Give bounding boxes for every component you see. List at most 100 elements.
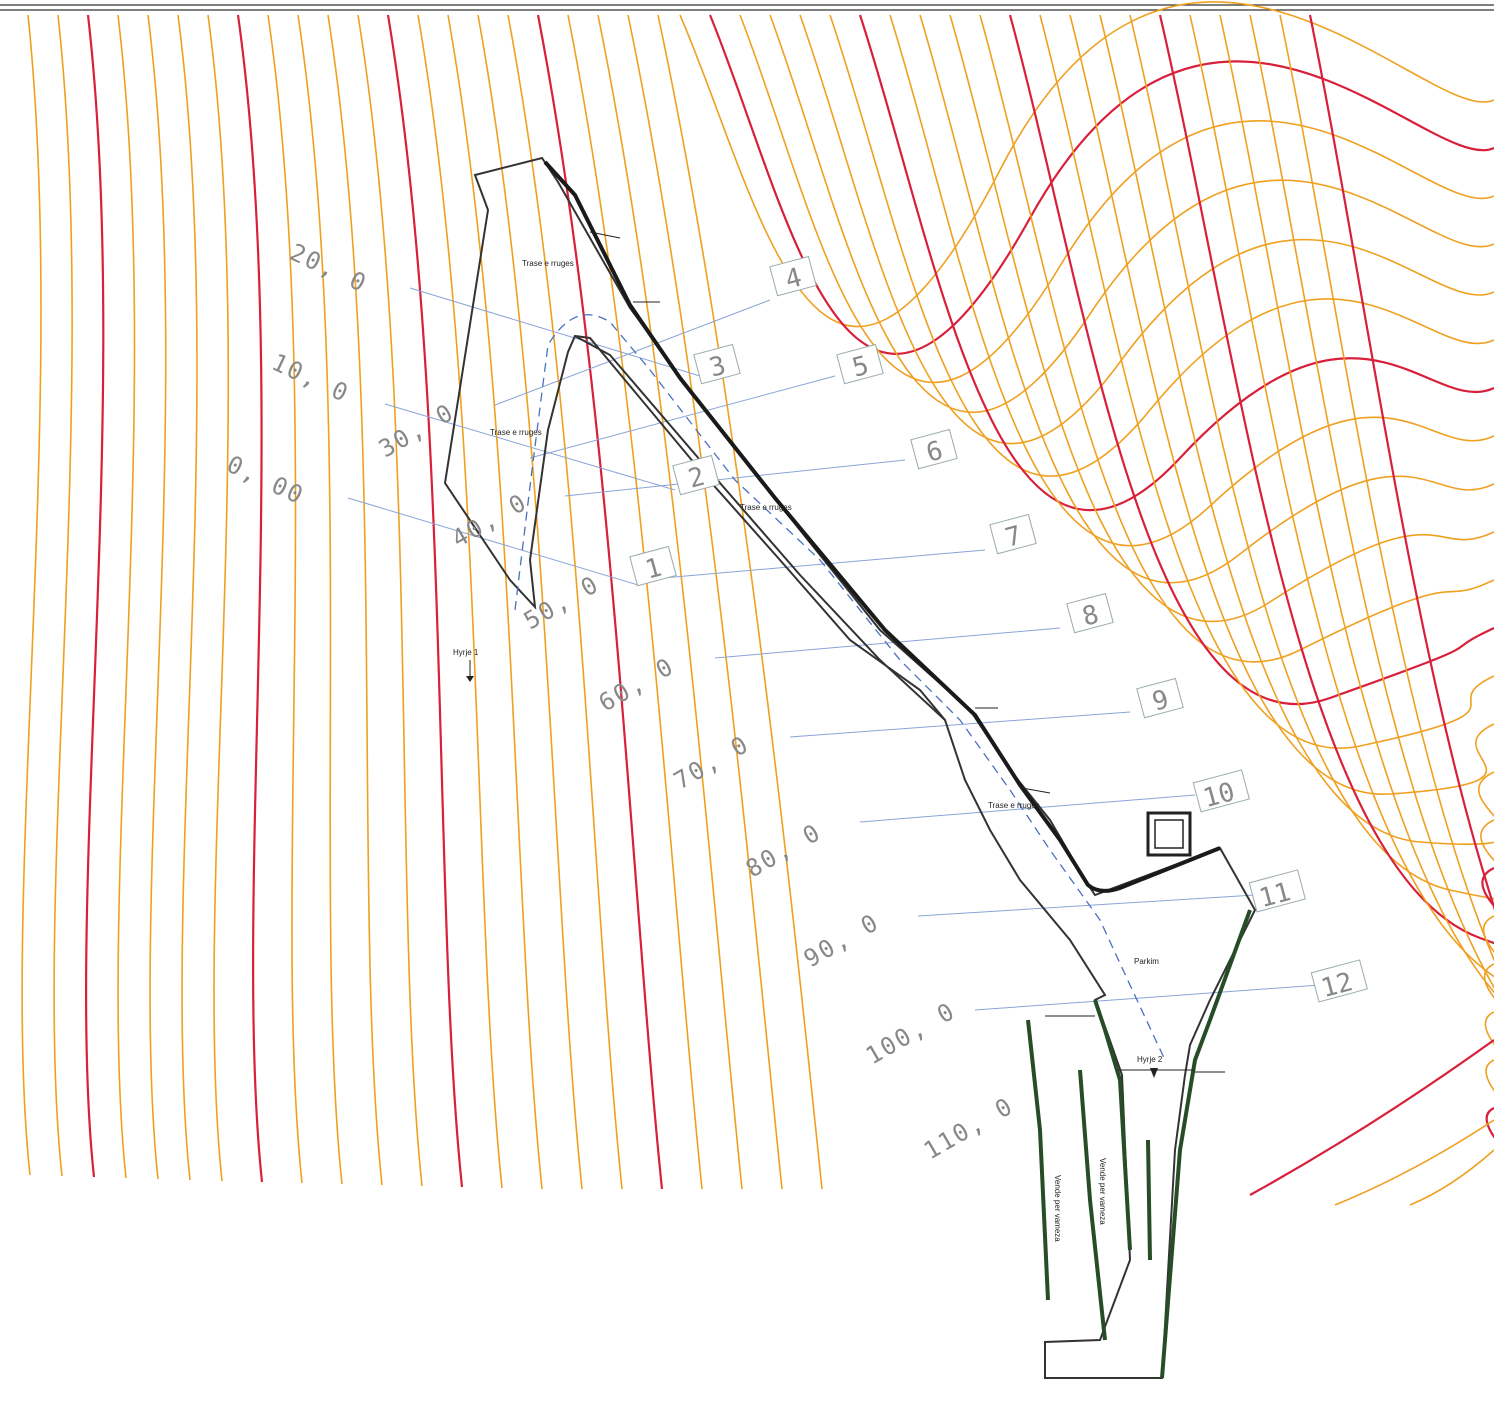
road-inner-edge bbox=[574, 335, 946, 721]
section-line-10 bbox=[859, 794, 1196, 823]
contour-line bbox=[117, 14, 136, 1179]
retaining-wall-upper bbox=[543, 160, 1221, 893]
distance-label: 30, 0 bbox=[374, 398, 459, 463]
contour-line bbox=[357, 14, 423, 1187]
contour-line bbox=[979, 14, 1494, 663]
contour-line bbox=[708, 14, 1494, 355]
section-number: 8 bbox=[1079, 600, 1102, 633]
label-trase-rruges: Trase e rruges bbox=[490, 428, 542, 437]
entrance-2-marker bbox=[1118, 1068, 1195, 1078]
section-line-4 bbox=[494, 299, 771, 406]
section-number: 4 bbox=[782, 263, 805, 296]
contour-line bbox=[1219, 14, 1494, 999]
contour-line bbox=[1008, 14, 1494, 706]
contour-line bbox=[327, 14, 383, 1186]
section-number: 3 bbox=[706, 351, 729, 384]
green-walls bbox=[1026, 909, 1252, 1379]
label-trase-rruges: Trase e rruges bbox=[740, 503, 792, 512]
contour-line bbox=[1334, 1119, 1494, 1206]
contour-line bbox=[507, 14, 623, 1190]
contour-line bbox=[627, 14, 783, 1190]
contour-line bbox=[739, 14, 1494, 384]
contour-line bbox=[949, 14, 1494, 623]
contour-line bbox=[1308, 14, 1494, 1139]
distance-label: 90, 0 bbox=[799, 908, 884, 973]
section-line-12 bbox=[974, 984, 1321, 1011]
label-parking: Parkim bbox=[1134, 957, 1159, 966]
entrance-1-marker bbox=[466, 660, 474, 682]
section-line-1 bbox=[347, 497, 639, 586]
distance-label: 100, 0 bbox=[861, 997, 960, 1071]
section-line-6 bbox=[564, 459, 906, 497]
contour-line bbox=[1279, 14, 1494, 1092]
section-line-3 bbox=[409, 287, 701, 377]
contour-line bbox=[799, 14, 1494, 445]
contour-line bbox=[1039, 14, 1494, 749]
contour-line bbox=[147, 14, 167, 1180]
section-number: 5 bbox=[849, 351, 872, 384]
contour-line bbox=[679, 1, 1494, 328]
label-trase-rruges: Trase e rruges bbox=[988, 801, 1040, 810]
contour-line bbox=[769, 14, 1494, 414]
section-number: 7 bbox=[1002, 521, 1025, 554]
contour-line bbox=[297, 14, 343, 1185]
label-vending-area: Vende per vameza bbox=[1098, 1158, 1107, 1225]
distance-label: 70, 0 bbox=[669, 730, 754, 795]
contour-line bbox=[207, 14, 230, 1182]
section-number-boxes: 1 2 3 4 5 6 7 8 9 10 11 12 bbox=[629, 255, 1368, 1004]
contour-line bbox=[53, 14, 73, 1177]
contour-line bbox=[858, 14, 1494, 512]
section-line-2 bbox=[384, 403, 676, 491]
contour-line bbox=[21, 14, 42, 1176]
contour-line bbox=[477, 14, 583, 1190]
contour-line bbox=[1249, 1039, 1494, 1196]
contour-line bbox=[1409, 1149, 1494, 1206]
road-upper-platform bbox=[443, 156, 1257, 1379]
contour-line bbox=[1099, 14, 1494, 846]
section-number: 9 bbox=[1149, 685, 1172, 718]
contour-line bbox=[84, 14, 105, 1178]
road-outline bbox=[443, 156, 1257, 1379]
contour-line bbox=[1189, 14, 1494, 978]
small-structure bbox=[1146, 811, 1192, 857]
contour-line bbox=[177, 14, 198, 1181]
section-line-9 bbox=[789, 711, 1131, 738]
contour-line bbox=[567, 14, 703, 1190]
distance-label: 60, 0 bbox=[594, 652, 679, 717]
area-labels: Trase e rruges Trase e rruges Trase e rr… bbox=[453, 259, 1163, 1242]
label-entrance-2: Hyrje 2 bbox=[1137, 1055, 1163, 1064]
contour-line bbox=[1249, 14, 1494, 1046]
contour-line bbox=[386, 14, 464, 1188]
section-number: 6 bbox=[923, 436, 946, 469]
contour-line bbox=[1158, 14, 1494, 945]
contour-line bbox=[417, 14, 503, 1189]
distance-label: 10, 0 bbox=[267, 348, 353, 408]
contour-line bbox=[536, 14, 664, 1190]
contour-line bbox=[1129, 14, 1494, 900]
distance-label: 40, 0 bbox=[447, 488, 532, 553]
distance-labels: 0, 00 10, 0 20, 0 30, 0 40, 0 50, 0 60, … bbox=[222, 238, 1018, 1165]
contour-line bbox=[447, 14, 543, 1190]
cross-section-lines bbox=[347, 287, 1321, 1011]
distance-label: 20, 0 bbox=[285, 238, 371, 298]
contour-line bbox=[267, 14, 303, 1184]
section-number: 1 bbox=[642, 553, 665, 586]
contour-line bbox=[829, 14, 1494, 477]
section-line-7 bbox=[639, 549, 986, 581]
annotation-leaders bbox=[589, 231, 1225, 1073]
section-line-8 bbox=[714, 627, 1061, 659]
label-entrance-1: Hyrje 1 bbox=[453, 648, 479, 657]
label-vending-area: Vende per vameza bbox=[1053, 1175, 1062, 1242]
contour-line bbox=[919, 14, 1494, 584]
contour-line bbox=[657, 14, 823, 1190]
section-number: 2 bbox=[685, 462, 708, 495]
label-trase-rruges: Trase e rruges bbox=[522, 259, 574, 268]
contour-lines bbox=[21, 1, 1494, 1206]
road-axis bbox=[514, 314, 1166, 1061]
section-line-11 bbox=[917, 894, 1256, 917]
contour-line bbox=[889, 14, 1494, 547]
distance-label: 80, 0 bbox=[741, 818, 826, 883]
contour-line bbox=[236, 14, 264, 1183]
section-line-5 bbox=[529, 375, 836, 459]
